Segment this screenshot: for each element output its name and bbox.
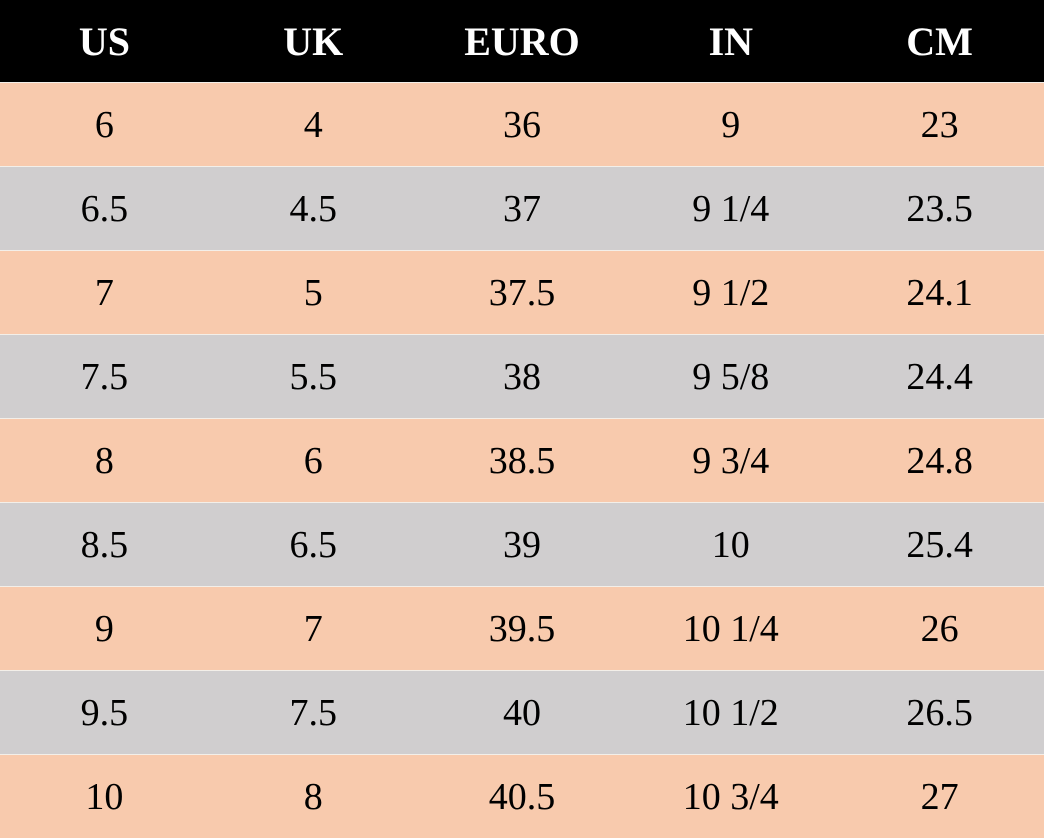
cell-us: 6.5 bbox=[0, 167, 209, 251]
cell-in: 9 3/4 bbox=[626, 419, 835, 503]
cell-us: 8 bbox=[0, 419, 209, 503]
cell-uk: 6 bbox=[209, 419, 418, 503]
column-header-uk: UK bbox=[209, 0, 418, 83]
cell-euro: 37.5 bbox=[418, 251, 627, 335]
cell-in: 10 1/4 bbox=[626, 587, 835, 671]
cell-us: 6 bbox=[0, 83, 209, 167]
cell-uk: 8 bbox=[209, 755, 418, 838]
cell-uk: 4 bbox=[209, 83, 418, 167]
cell-us: 7 bbox=[0, 251, 209, 335]
cell-cm: 26 bbox=[835, 587, 1044, 671]
column-header-cm: CM bbox=[835, 0, 1044, 83]
cell-cm: 23 bbox=[835, 83, 1044, 167]
cell-cm: 24.8 bbox=[835, 419, 1044, 503]
cell-us: 7.5 bbox=[0, 335, 209, 419]
column-header-us: US bbox=[0, 0, 209, 83]
cell-us: 10 bbox=[0, 755, 209, 838]
cell-uk: 5 bbox=[209, 251, 418, 335]
cell-uk: 5.5 bbox=[209, 335, 418, 419]
cell-us: 9 bbox=[0, 587, 209, 671]
cell-cm: 25.4 bbox=[835, 503, 1044, 587]
cell-cm: 23.5 bbox=[835, 167, 1044, 251]
cell-uk: 7.5 bbox=[209, 671, 418, 755]
column-header-in: IN bbox=[626, 0, 835, 83]
column-header-euro: EURO bbox=[418, 0, 627, 83]
cell-euro: 39.5 bbox=[418, 587, 627, 671]
cell-in: 9 1/4 bbox=[626, 167, 835, 251]
cell-in: 10 bbox=[626, 503, 835, 587]
cell-euro: 38 bbox=[418, 335, 627, 419]
cell-euro: 39 bbox=[418, 503, 627, 587]
cell-in: 10 1/2 bbox=[626, 671, 835, 755]
cell-us: 9.5 bbox=[0, 671, 209, 755]
cell-cm: 24.1 bbox=[835, 251, 1044, 335]
cell-in: 9 bbox=[626, 83, 835, 167]
cell-cm: 27 bbox=[835, 755, 1044, 838]
cell-in: 9 5/8 bbox=[626, 335, 835, 419]
cell-euro: 37 bbox=[418, 167, 627, 251]
cell-euro: 38.5 bbox=[418, 419, 627, 503]
cell-cm: 24.4 bbox=[835, 335, 1044, 419]
cell-uk: 7 bbox=[209, 587, 418, 671]
cell-cm: 26.5 bbox=[835, 671, 1044, 755]
cell-euro: 40.5 bbox=[418, 755, 627, 838]
cell-euro: 36 bbox=[418, 83, 627, 167]
cell-in: 10 3/4 bbox=[626, 755, 835, 838]
cell-uk: 4.5 bbox=[209, 167, 418, 251]
cell-uk: 6.5 bbox=[209, 503, 418, 587]
cell-in: 9 1/2 bbox=[626, 251, 835, 335]
cell-euro: 40 bbox=[418, 671, 627, 755]
cell-us: 8.5 bbox=[0, 503, 209, 587]
